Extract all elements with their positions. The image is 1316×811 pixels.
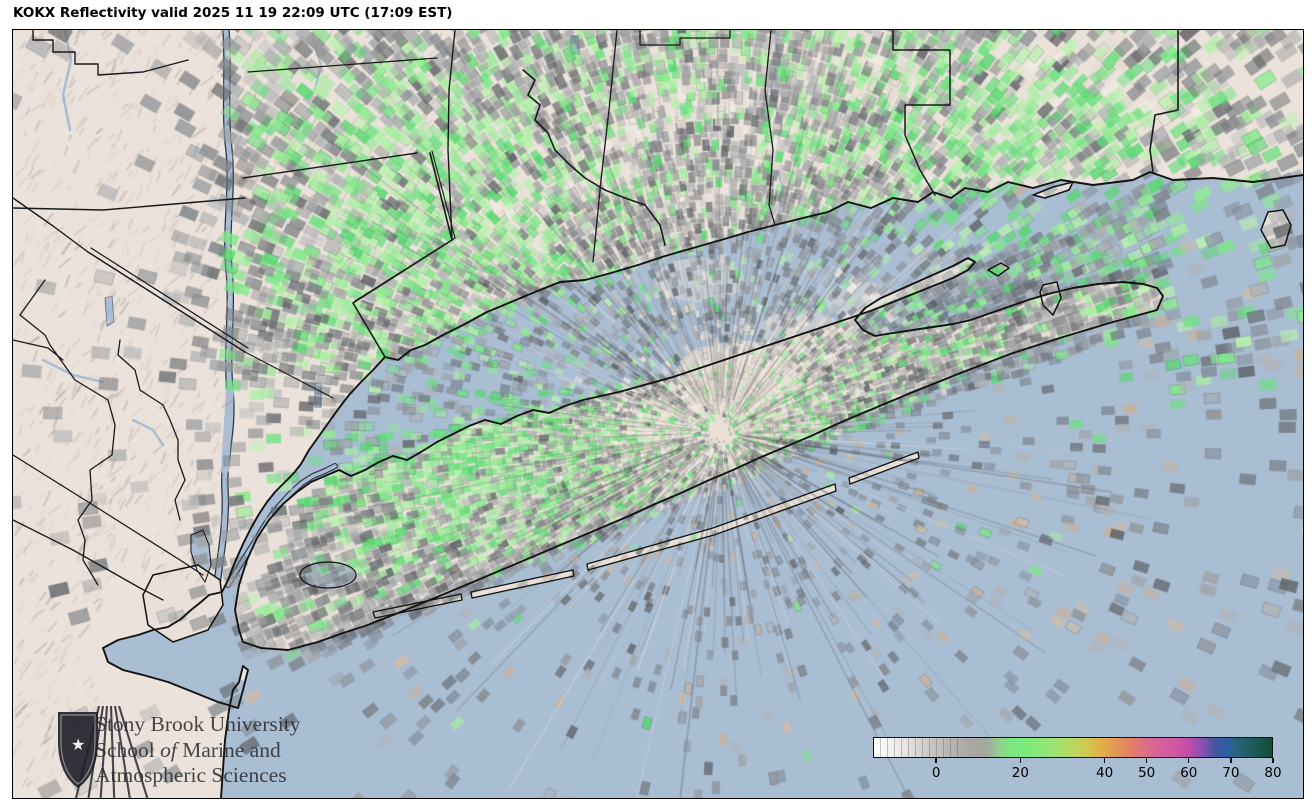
figure-title: KOKX Reflectivity valid 2025 11 19 22:09…: [13, 5, 453, 21]
colorbar-tick-label: 20: [1011, 765, 1029, 781]
colorbar-tick-label: 60: [1180, 765, 1198, 781]
colorbar-tick-label: 70: [1222, 765, 1240, 781]
reflectivity-colorbar: 0 20 40 50 60 70 80: [873, 737, 1282, 792]
attribution-line2: School of Marine and: [95, 737, 281, 762]
attribution-line3: Atmospheric Sciences: [95, 763, 287, 787]
colorbar-tick-label: 80: [1264, 765, 1282, 781]
sbu-shield-icon: ★: [58, 706, 149, 798]
colorbar-tick-label: 0: [931, 765, 941, 781]
attribution-line1: Stony Brook University: [95, 712, 301, 736]
colorbar-tick-mark: [1230, 758, 1232, 763]
colorbar-tick-mark: [1019, 758, 1022, 763]
radar-map: 0 20 40 50 60 70 80 ★ Stony Brook University: [12, 29, 1304, 799]
shield-star-icon: ★: [71, 735, 85, 754]
colorbar-tick-mark: [1188, 758, 1190, 763]
colorbar-gradient: [873, 737, 1273, 758]
colorbar-tick-mark: [1103, 758, 1106, 763]
radar-echo-layer: [13, 30, 1303, 798]
sbu-attribution: ★ Stony Brook University School of Marin…: [41, 706, 361, 798]
colorbar-tick-mark: [935, 758, 937, 763]
boundaries-layer: [13, 30, 1303, 798]
colorbar-tick-mark: [1272, 758, 1274, 763]
attribution-text: Stony Brook University School of Marine …: [95, 712, 300, 789]
colorbar-tick-label: 40: [1095, 765, 1114, 781]
colorbar-tick-label: 50: [1138, 765, 1156, 781]
colorbar-step-lines: [874, 738, 962, 757]
colorbar-tick-mark: [1145, 758, 1148, 763]
